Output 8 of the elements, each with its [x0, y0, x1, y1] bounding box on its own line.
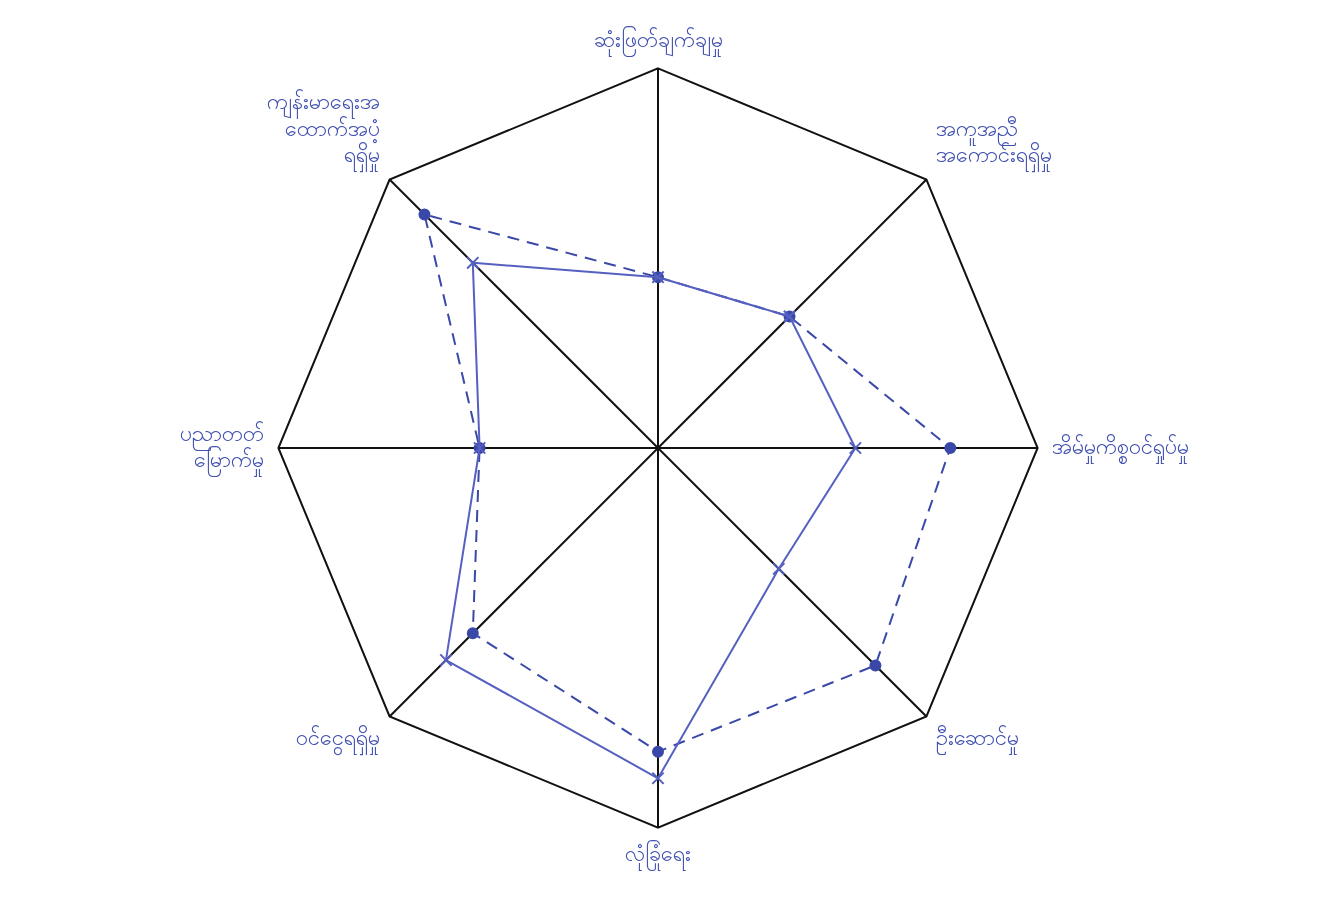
spoke-label: ဆုံးဖြတ်ချက်ချမှု [593, 25, 723, 57]
spoke-label: ဦးဆောင်မှု [936, 725, 1020, 756]
spoke-label: အိမ်မှုကိစ္စဝင်ရှုပ်မှု [1051, 433, 1189, 464]
spoke-label: လုံခြုံရေး [625, 839, 691, 871]
spoke-label: ပညာတတ် မြောက်မှု [180, 420, 265, 477]
spoke-label: ကျန်းမာရေးအ ထောက်အပံ့ ရရှိမှု [266, 89, 380, 174]
spoke-label: အကူအညီ အကောင်းရရှိမှု [936, 115, 1053, 174]
spoke-label: ဝင်ငွေရရှိမှု [295, 725, 380, 757]
